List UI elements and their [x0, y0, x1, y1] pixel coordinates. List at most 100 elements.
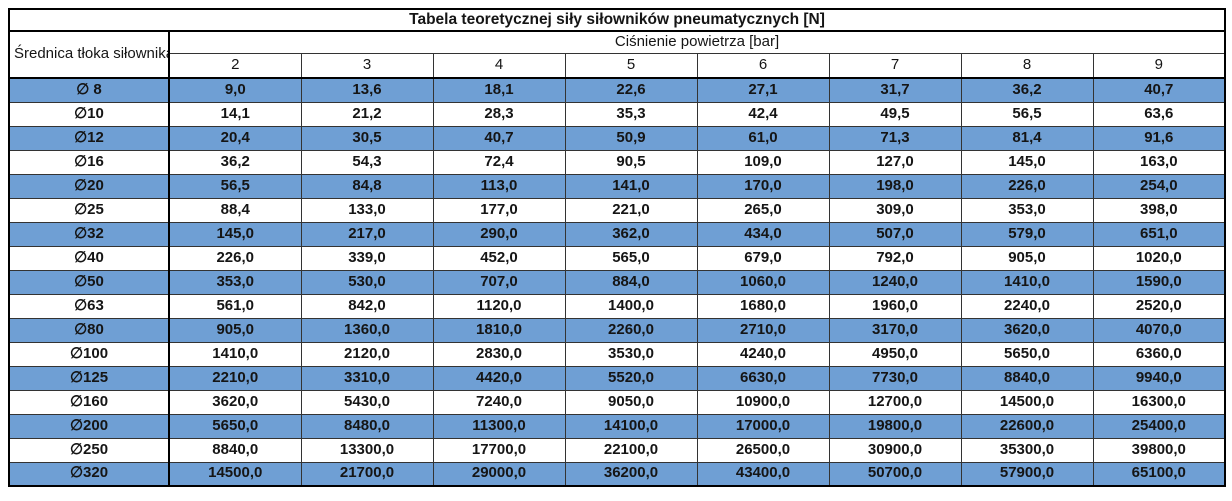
force-value-cell: 226,0	[960, 173, 1094, 199]
force-value-cell: 1960,0	[828, 293, 962, 319]
force-value-cell: 3620,0	[168, 389, 302, 415]
force-value-cell: 56,5	[168, 173, 302, 199]
force-value-cell: 90,5	[564, 149, 698, 175]
diameter-cell: ∅125	[8, 365, 170, 391]
diameter-cell: ∅200	[8, 413, 170, 439]
force-value-cell: 14100,0	[564, 413, 698, 439]
force-value-cell: 54,3	[300, 149, 434, 175]
force-value-cell: 565,0	[564, 245, 698, 271]
diameter-cell: ∅100	[8, 341, 170, 367]
force-value-cell: 679,0	[696, 245, 830, 271]
force-value-cell: 4070,0	[1092, 317, 1226, 343]
force-value-cell: 36200,0	[564, 461, 698, 487]
table-row: ∅25 88,4 133,0 177,0 221,0 265,0 309,0 353,0 398…	[8, 197, 1226, 223]
force-value-cell: 22600,0	[960, 413, 1094, 439]
force-value-cell: 254,0	[1092, 173, 1226, 199]
force-value-cell: 133,0	[300, 197, 434, 223]
force-value-cell: 6630,0	[696, 365, 830, 391]
force-value-cell: 2830,0	[432, 341, 566, 367]
force-value-cell: 7730,0	[828, 365, 962, 391]
force-value-cell: 42,4	[696, 101, 830, 127]
force-value-cell: 3620,0	[960, 317, 1094, 343]
force-value-cell: 113,0	[432, 173, 566, 199]
force-value-cell: 81,4	[960, 125, 1094, 151]
force-value-cell: 50,9	[564, 125, 698, 151]
force-value-cell: 27,1	[696, 77, 830, 103]
force-value-cell: 1810,0	[432, 317, 566, 343]
force-value-cell: 9050,0	[564, 389, 698, 415]
force-value-cell: 3170,0	[828, 317, 962, 343]
force-value-cell: 2210,0	[168, 365, 302, 391]
force-value-cell: 39800,0	[1092, 437, 1226, 463]
diameter-cell: ∅80	[8, 317, 170, 343]
force-value-cell: 16300,0	[1092, 389, 1226, 415]
force-value-cell: 2240,0	[960, 293, 1094, 319]
pressure-column-header: 9	[1092, 52, 1226, 79]
force-value-cell: 507,0	[828, 221, 962, 247]
table-row: ∅20 56,5 84,8 113,0 141,0 170,0 198,0 226,0 254,…	[8, 173, 1226, 199]
force-value-cell: 18,1	[432, 77, 566, 103]
force-value-cell: 21,2	[300, 101, 434, 127]
force-value-cell: 10900,0	[696, 389, 830, 415]
force-value-cell: 40,7	[432, 125, 566, 151]
diameter-cell: ∅16	[8, 149, 170, 175]
force-value-cell: 1360,0	[300, 317, 434, 343]
table-row: ∅320 14500,0 21700,0 29000,0 36200,0 43400,0 5…	[8, 461, 1226, 487]
force-value-cell: 30900,0	[828, 437, 962, 463]
table-row: ∅250 8840,0 13300,0 17700,0 22100,0 26500,0 30…	[8, 437, 1226, 463]
force-value-cell: 1120,0	[432, 293, 566, 319]
diameter-cell: ∅25	[8, 197, 170, 223]
force-value-cell: 170,0	[696, 173, 830, 199]
force-value-cell: 1020,0	[1092, 245, 1226, 271]
force-value-cell: 217,0	[300, 221, 434, 247]
force-value-cell: 12700,0	[828, 389, 962, 415]
force-value-cell: 14500,0	[960, 389, 1094, 415]
force-value-cell: 2710,0	[696, 317, 830, 343]
force-value-cell: 1410,0	[168, 341, 302, 367]
diameter-cell: ∅32	[8, 221, 170, 247]
force-value-cell: 88,4	[168, 197, 302, 223]
force-value-cell: 339,0	[300, 245, 434, 271]
force-value-cell: 842,0	[300, 293, 434, 319]
force-value-cell: 91,6	[1092, 125, 1226, 151]
force-value-cell: 36,2	[960, 77, 1094, 103]
table-row: ∅16 36,2 54,3 72,4 90,5 109,0 127,0 145,0 163,0	[8, 149, 1226, 175]
force-value-cell: 398,0	[1092, 197, 1226, 223]
force-value-cell: 31,7	[828, 77, 962, 103]
force-value-cell: 43400,0	[696, 461, 830, 487]
force-value-cell: 651,0	[1092, 221, 1226, 247]
diameter-cell: ∅320	[8, 461, 170, 487]
force-value-cell: 905,0	[960, 245, 1094, 271]
force-value-cell: 6360,0	[1092, 341, 1226, 367]
table-row: ∅160 3620,0 5430,0 7240,0 9050,0 10900,0 12700…	[8, 389, 1226, 415]
force-table: Tabela teoretycznej siły siłowników pneu…	[8, 8, 1227, 487]
force-value-cell: 145,0	[168, 221, 302, 247]
force-value-cell: 11300,0	[432, 413, 566, 439]
pressure-header: Ciśnienie powietrza [bar]	[168, 30, 1226, 54]
force-value-cell: 221,0	[564, 197, 698, 223]
force-value-cell: 579,0	[960, 221, 1094, 247]
force-value-cell: 265,0	[696, 197, 830, 223]
force-value-cell: 8840,0	[960, 365, 1094, 391]
force-value-cell: 884,0	[564, 269, 698, 295]
pressure-column-header: 4	[432, 52, 566, 79]
table-row: ∅100 1410,0 2120,0 2830,0 3530,0 4240,0 4950,0…	[8, 341, 1226, 367]
force-value-cell: 8480,0	[300, 413, 434, 439]
force-value-cell: 35300,0	[960, 437, 1094, 463]
force-value-cell: 65100,0	[1092, 461, 1226, 487]
force-value-cell: 452,0	[432, 245, 566, 271]
force-value-cell: 145,0	[960, 149, 1094, 175]
title-row: Tabela teoretycznej siły siłowników pneu…	[8, 8, 1226, 32]
force-value-cell: 3530,0	[564, 341, 698, 367]
diameter-cell: ∅160	[8, 389, 170, 415]
force-value-cell: 109,0	[696, 149, 830, 175]
pressure-column-header: 5	[564, 52, 698, 79]
force-value-cell: 40,7	[1092, 77, 1226, 103]
force-value-cell: 309,0	[828, 197, 962, 223]
force-value-cell: 57900,0	[960, 461, 1094, 487]
force-value-cell: 13300,0	[300, 437, 434, 463]
diameter-cell: ∅20	[8, 173, 170, 199]
force-value-cell: 50700,0	[828, 461, 962, 487]
diameter-cell: ∅40	[8, 245, 170, 271]
table-body: ∅ 8 9,0 13,6 18,1 22,6 27,1 31,7 36,2 40,7 ∅10 14,…	[8, 77, 1226, 487]
